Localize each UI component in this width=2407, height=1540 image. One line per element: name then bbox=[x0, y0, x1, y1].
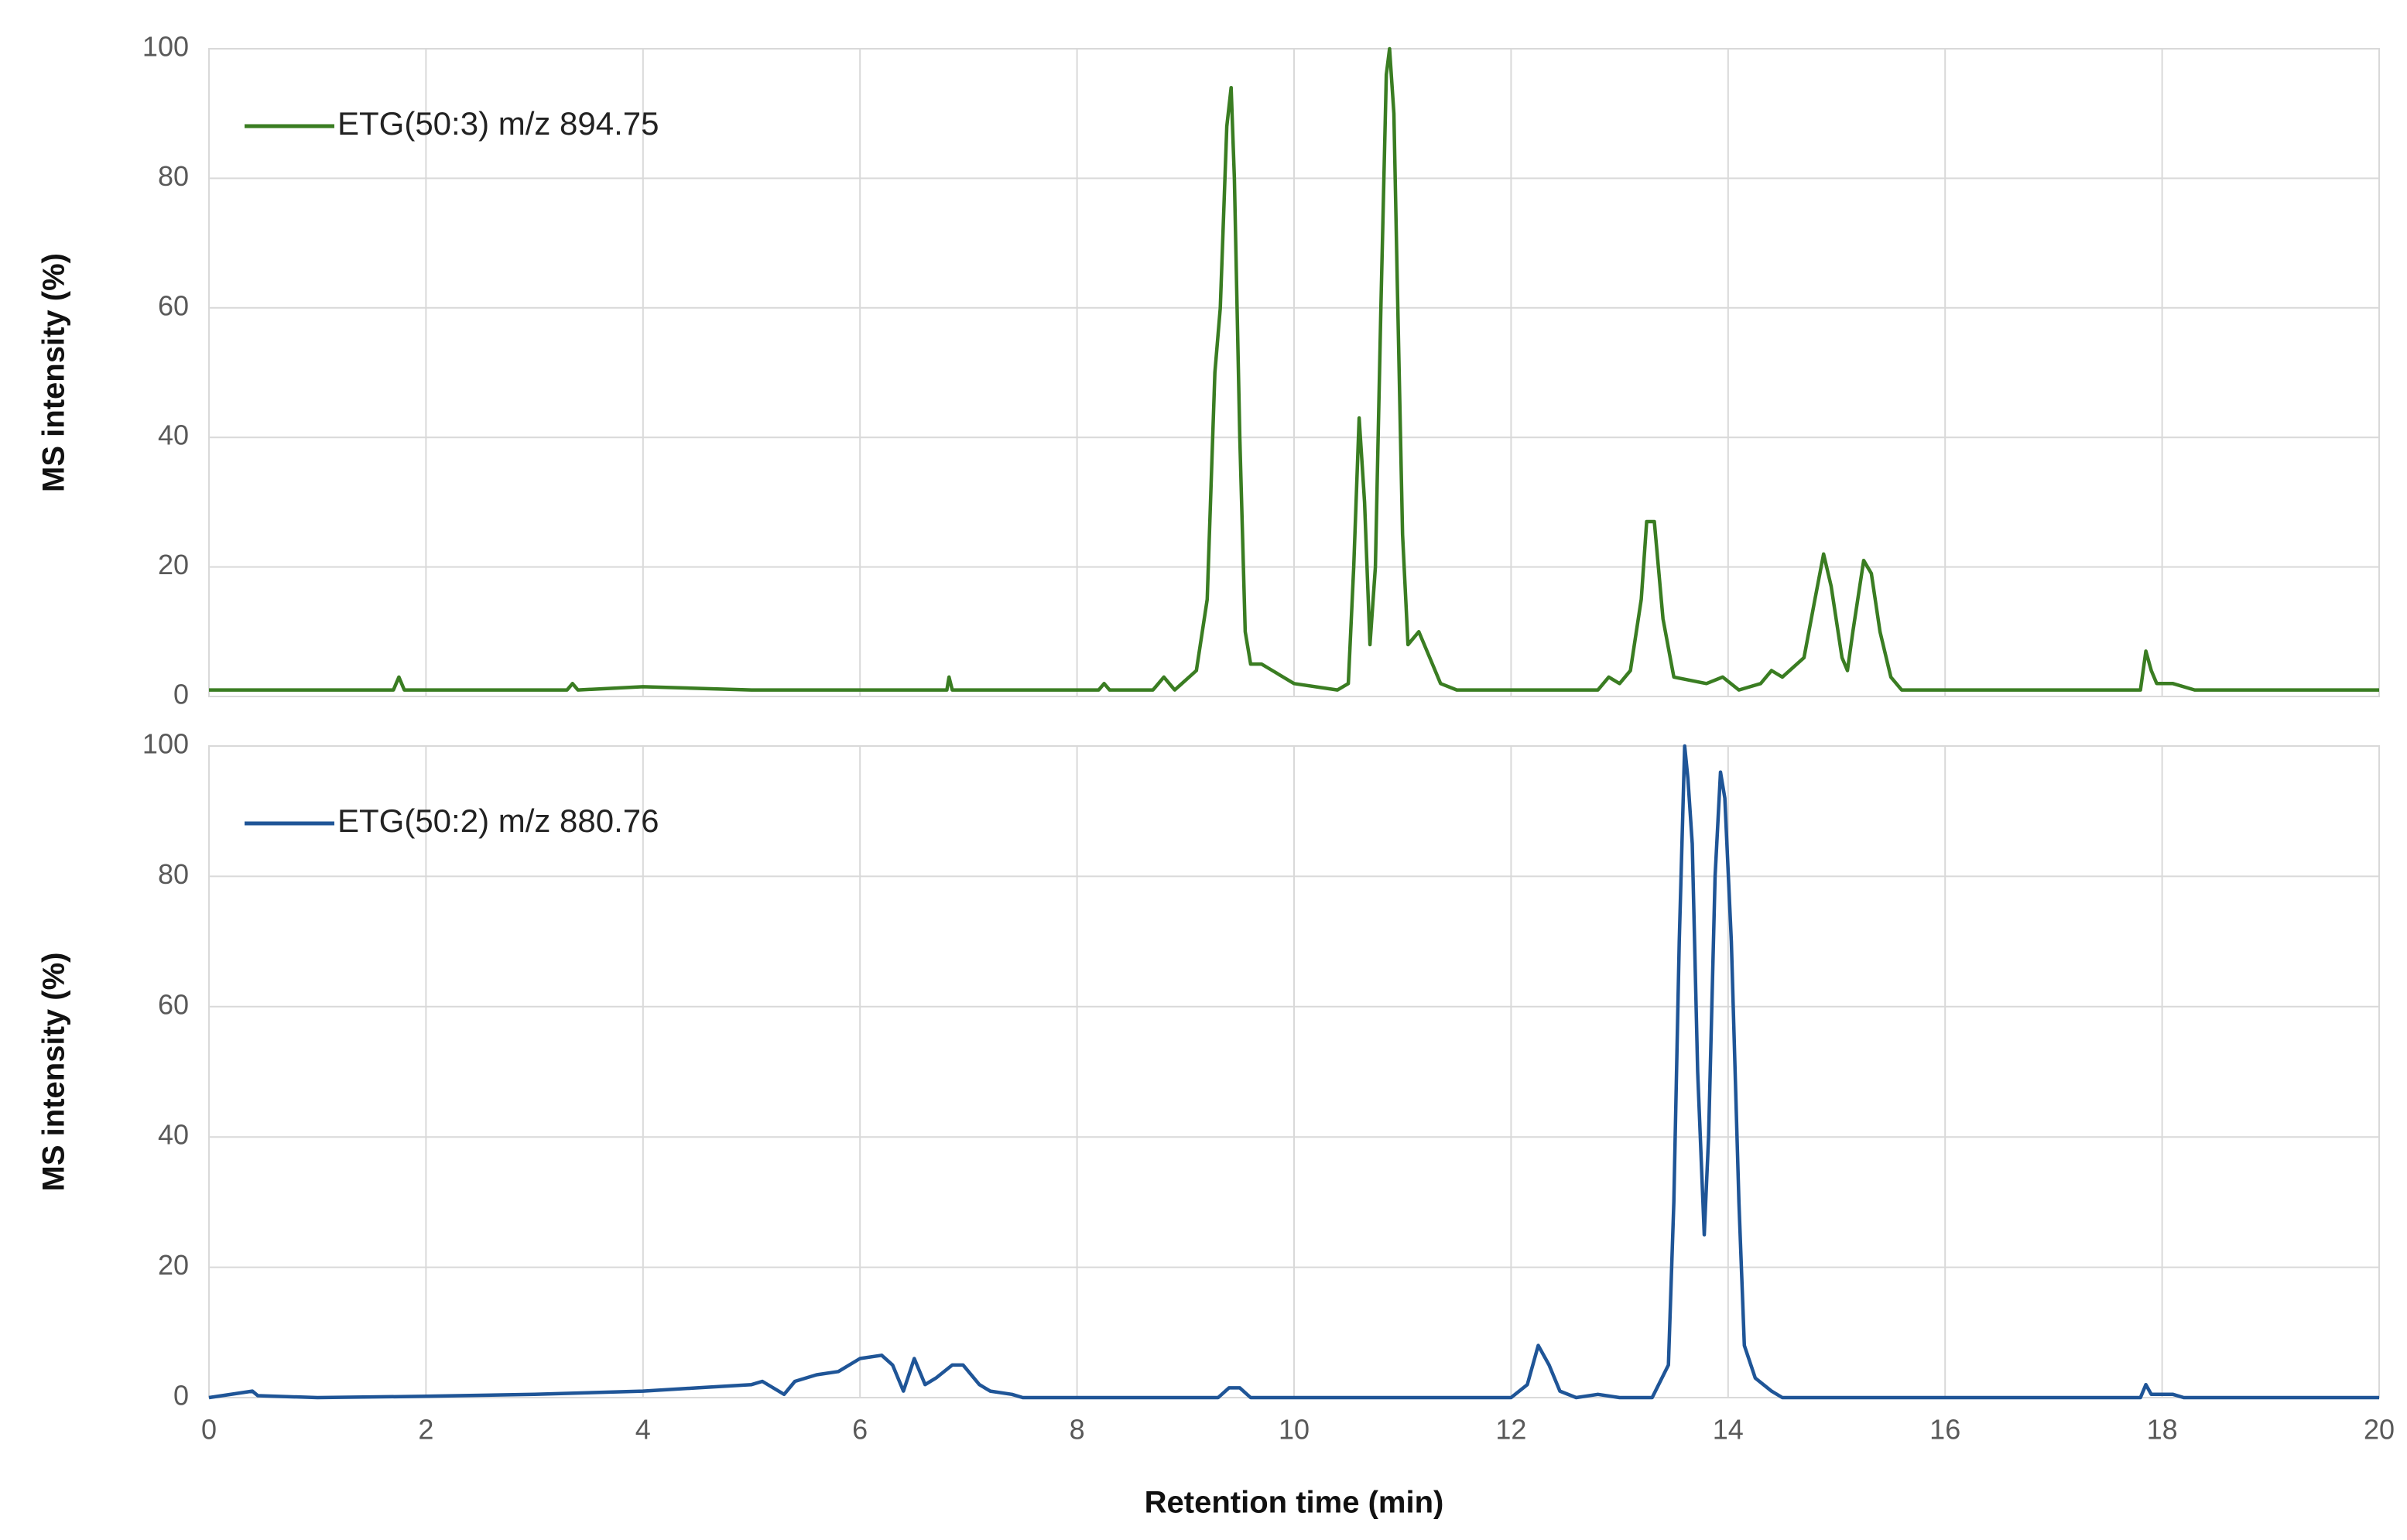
y-tick-label: 80 bbox=[158, 160, 189, 192]
y-axis-label: MS intensity (%) bbox=[37, 253, 71, 492]
data-line bbox=[208, 744, 2379, 1400]
x-tick-label: 14 bbox=[1713, 1414, 1744, 1446]
data-line bbox=[209, 46, 2379, 692]
y-tick-label: 20 bbox=[158, 1249, 189, 1281]
x-tick-label: 6 bbox=[852, 1414, 868, 1446]
y-tick-label: 100 bbox=[142, 31, 189, 63]
y-tick-label: 60 bbox=[158, 988, 189, 1020]
x-axis-label: Retention time (min) bbox=[1145, 1486, 1444, 1520]
y-tick-label: 40 bbox=[158, 1119, 189, 1151]
y-tick-label: 40 bbox=[158, 419, 189, 451]
y-axis-label: MS intensity (%) bbox=[37, 953, 71, 1192]
x-tick-label: 18 bbox=[2147, 1414, 2178, 1446]
y-tick-label: 80 bbox=[158, 858, 189, 890]
legend-label: ETG(50:3) m/z 894.75 bbox=[337, 105, 659, 142]
y-tick-label: 60 bbox=[158, 289, 189, 321]
x-tick-label: 0 bbox=[201, 1414, 217, 1446]
x-tick-label: 2 bbox=[418, 1414, 433, 1446]
x-tick-label: 8 bbox=[1070, 1414, 1085, 1446]
x-tick-label: 20 bbox=[2364, 1414, 2395, 1446]
y-tick-label: 0 bbox=[173, 1380, 189, 1412]
x-tick-label: 10 bbox=[1279, 1414, 1310, 1446]
y-tick-label: 100 bbox=[142, 728, 189, 760]
y-tick-label: 0 bbox=[173, 679, 189, 710]
x-tick-label: 12 bbox=[1495, 1414, 1526, 1446]
legend-label: ETG(50:2) m/z 880.76 bbox=[337, 803, 659, 839]
x-tick-label: 4 bbox=[635, 1414, 651, 1446]
x-tick-label: 16 bbox=[1929, 1414, 1960, 1446]
y-tick-label: 20 bbox=[158, 549, 189, 580]
